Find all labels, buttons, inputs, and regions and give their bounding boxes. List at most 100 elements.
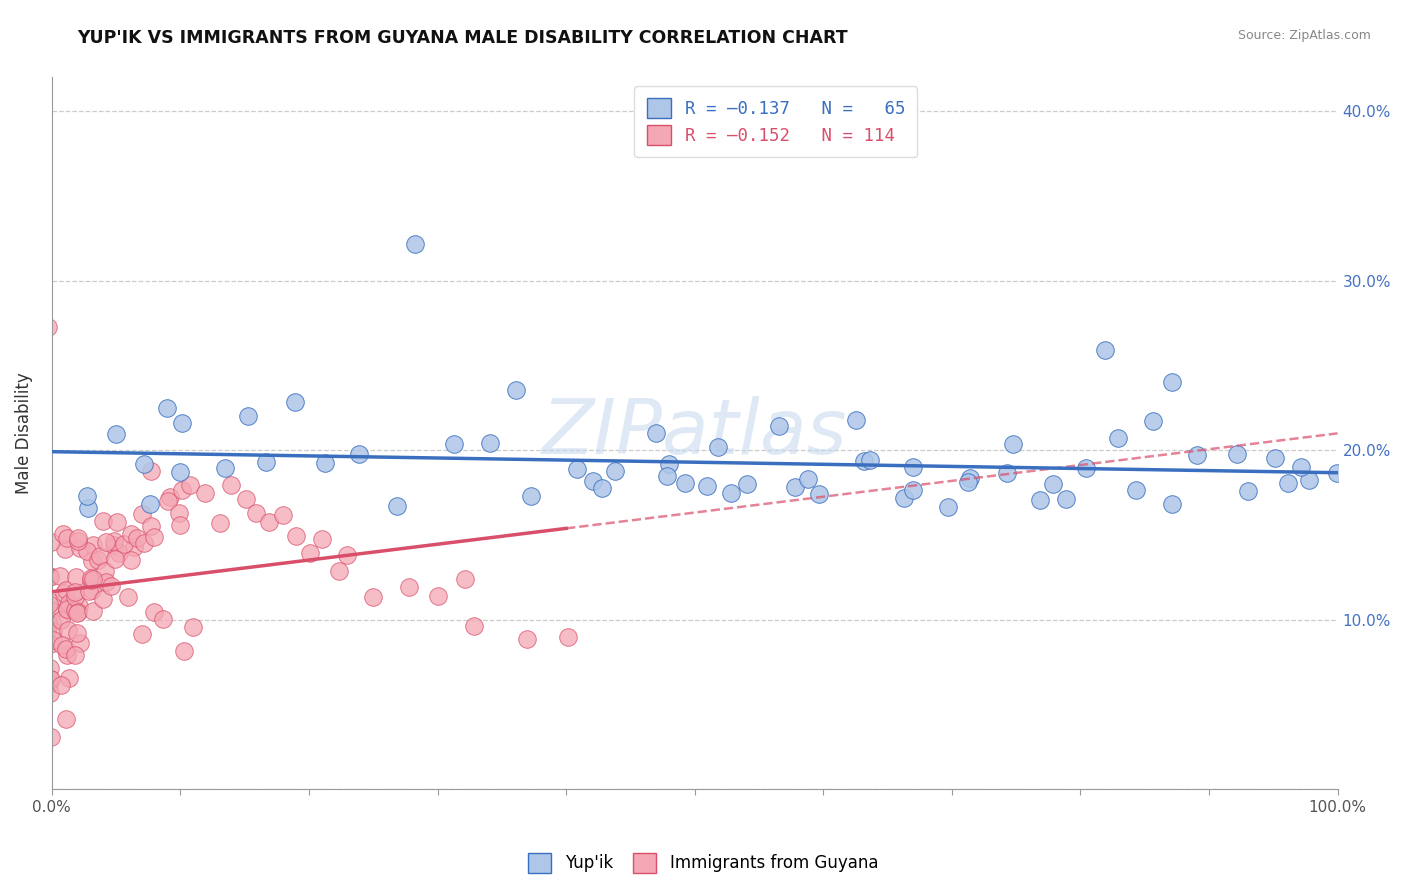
Point bbox=[157, 494, 180, 508]
Point bbox=[94, 575, 117, 590]
Point bbox=[1042, 477, 1064, 491]
Point bbox=[783, 480, 806, 494]
Point bbox=[557, 630, 579, 644]
Point bbox=[131, 507, 153, 521]
Point bbox=[80, 583, 103, 598]
Point bbox=[194, 486, 217, 500]
Point bbox=[117, 590, 139, 604]
Point bbox=[238, 409, 260, 424]
Point bbox=[673, 476, 696, 491]
Point bbox=[936, 500, 959, 515]
Point bbox=[56, 602, 79, 616]
Point bbox=[658, 458, 681, 472]
Point bbox=[65, 570, 87, 584]
Point bbox=[956, 475, 979, 489]
Point bbox=[361, 590, 384, 604]
Point bbox=[1054, 492, 1077, 507]
Point bbox=[398, 580, 420, 594]
Point bbox=[1029, 493, 1052, 508]
Point bbox=[49, 678, 72, 692]
Point bbox=[77, 500, 100, 515]
Point bbox=[53, 586, 76, 600]
Point bbox=[67, 531, 90, 545]
Point bbox=[39, 637, 62, 651]
Text: Source: ZipAtlas.com: Source: ZipAtlas.com bbox=[1237, 29, 1371, 42]
Point bbox=[516, 632, 538, 646]
Point bbox=[336, 548, 359, 562]
Point bbox=[42, 633, 65, 648]
Point bbox=[55, 712, 77, 726]
Point bbox=[219, 478, 242, 492]
Point bbox=[209, 516, 232, 531]
Point bbox=[1094, 343, 1116, 357]
Point bbox=[93, 514, 115, 528]
Point bbox=[1298, 473, 1320, 487]
Point bbox=[156, 401, 179, 415]
Point bbox=[76, 489, 98, 503]
Point bbox=[52, 527, 75, 541]
Point bbox=[35, 624, 58, 638]
Point bbox=[69, 636, 91, 650]
Point bbox=[1277, 475, 1299, 490]
Point bbox=[845, 413, 868, 427]
Point bbox=[328, 565, 350, 579]
Point bbox=[66, 606, 89, 620]
Point bbox=[179, 477, 201, 491]
Point bbox=[37, 615, 59, 630]
Point bbox=[131, 627, 153, 641]
Point bbox=[167, 507, 190, 521]
Point bbox=[901, 483, 924, 498]
Point bbox=[959, 471, 981, 485]
Point bbox=[245, 506, 267, 520]
Point bbox=[35, 624, 58, 638]
Point bbox=[214, 461, 236, 475]
Point bbox=[120, 552, 142, 566]
Point bbox=[63, 603, 86, 617]
Point bbox=[82, 604, 104, 618]
Point bbox=[138, 497, 160, 511]
Point bbox=[426, 589, 449, 603]
Point bbox=[134, 536, 156, 550]
Point bbox=[735, 477, 758, 491]
Point bbox=[254, 455, 277, 469]
Point bbox=[807, 486, 830, 500]
Point bbox=[141, 519, 163, 533]
Point bbox=[443, 436, 465, 450]
Point bbox=[66, 607, 89, 621]
Point bbox=[169, 518, 191, 533]
Point bbox=[387, 499, 409, 513]
Point bbox=[49, 613, 72, 627]
Point bbox=[1264, 450, 1286, 465]
Point bbox=[173, 644, 195, 658]
Point bbox=[39, 672, 62, 686]
Point bbox=[565, 461, 588, 475]
Point bbox=[603, 464, 626, 478]
Point bbox=[853, 454, 876, 468]
Point bbox=[76, 544, 98, 558]
Point bbox=[1237, 484, 1260, 499]
Point bbox=[105, 516, 128, 530]
Point bbox=[519, 489, 541, 503]
Y-axis label: Male Disability: Male Disability bbox=[15, 373, 32, 494]
Point bbox=[58, 671, 80, 685]
Point bbox=[103, 534, 125, 549]
Point bbox=[901, 459, 924, 474]
Point bbox=[91, 591, 114, 606]
Point bbox=[39, 569, 62, 583]
Point bbox=[159, 490, 181, 504]
Point bbox=[1289, 459, 1312, 474]
Point bbox=[655, 469, 678, 483]
Point bbox=[1125, 483, 1147, 497]
Point bbox=[108, 546, 131, 560]
Point bbox=[120, 526, 142, 541]
Point bbox=[39, 595, 62, 609]
Point bbox=[139, 464, 162, 478]
Text: ZIPatlas: ZIPatlas bbox=[541, 396, 848, 470]
Point bbox=[41, 615, 63, 629]
Point bbox=[257, 515, 280, 529]
Point bbox=[56, 648, 79, 662]
Point bbox=[273, 508, 295, 522]
Point bbox=[1326, 466, 1348, 480]
Legend: R = –0.137   N =   65, R = –0.152   N = 114: R = –0.137 N = 65, R = –0.152 N = 114 bbox=[634, 87, 918, 158]
Point bbox=[1226, 447, 1249, 461]
